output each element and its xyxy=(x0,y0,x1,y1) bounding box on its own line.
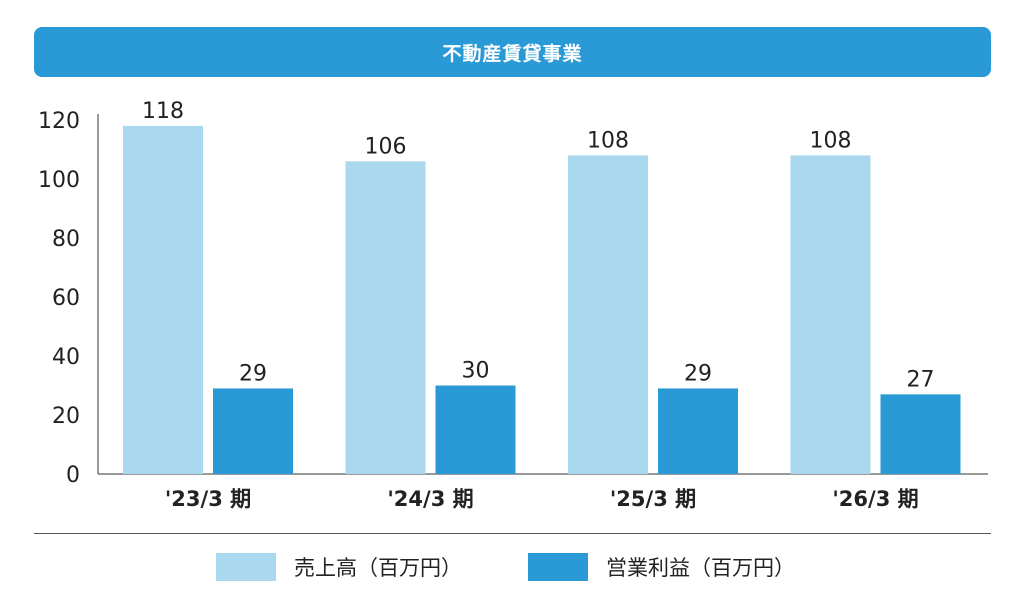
data-label-sales: 118 xyxy=(142,99,184,124)
x-tick-label: '24/3 期 xyxy=(387,487,473,511)
bar-sales xyxy=(123,125,203,475)
legend-label-sales: 売上高（百万円） xyxy=(294,556,462,580)
bar-sales xyxy=(790,155,871,474)
y-tick-label: 40 xyxy=(52,345,80,370)
bar-operating-profit xyxy=(880,394,961,474)
legend-swatch-sales xyxy=(216,553,276,581)
y-tick-label: 80 xyxy=(52,227,80,252)
bar-sales xyxy=(345,161,426,475)
y-tick-label: 0 xyxy=(66,463,80,488)
legend-divider xyxy=(34,533,991,534)
legend-swatch-operating-profit xyxy=(528,553,588,581)
data-label-operating-profit: 27 xyxy=(907,367,935,392)
data-label-operating-profit: 30 xyxy=(462,359,490,384)
data-label-operating-profit: 29 xyxy=(684,361,712,386)
y-tick-label: 120 xyxy=(38,109,80,134)
x-tick-label: '25/3 期 xyxy=(610,487,696,511)
bar-sales xyxy=(568,155,648,474)
legend-label-operating-profit: 営業利益（百万円） xyxy=(606,556,795,580)
chart-title: 不動産賃貸事業 xyxy=(442,42,583,65)
bar-operating-profit xyxy=(213,388,293,474)
data-label-sales: 108 xyxy=(810,128,852,153)
bar-operating-profit xyxy=(435,385,516,474)
legend-item-operating-profit: 営業利益（百万円） xyxy=(528,545,795,589)
data-label-sales: 106 xyxy=(365,134,407,159)
data-label-sales: 108 xyxy=(587,128,629,153)
legend-item-sales: 売上高（百万円） xyxy=(216,545,462,589)
bar-operating-profit xyxy=(658,388,738,474)
y-tick-label: 100 xyxy=(38,168,80,193)
x-tick-label: '23/3 期 xyxy=(165,487,251,511)
x-tick-label: '26/3 期 xyxy=(832,487,918,511)
data-label-operating-profit: 29 xyxy=(239,361,267,386)
chart-title-banner: 不動産賃貸事業 xyxy=(34,27,991,77)
y-tick-label: 60 xyxy=(52,286,80,311)
y-tick-label: 20 xyxy=(52,404,80,429)
legend: 売上高（百万円） 営業利益（百万円） xyxy=(0,545,1025,589)
